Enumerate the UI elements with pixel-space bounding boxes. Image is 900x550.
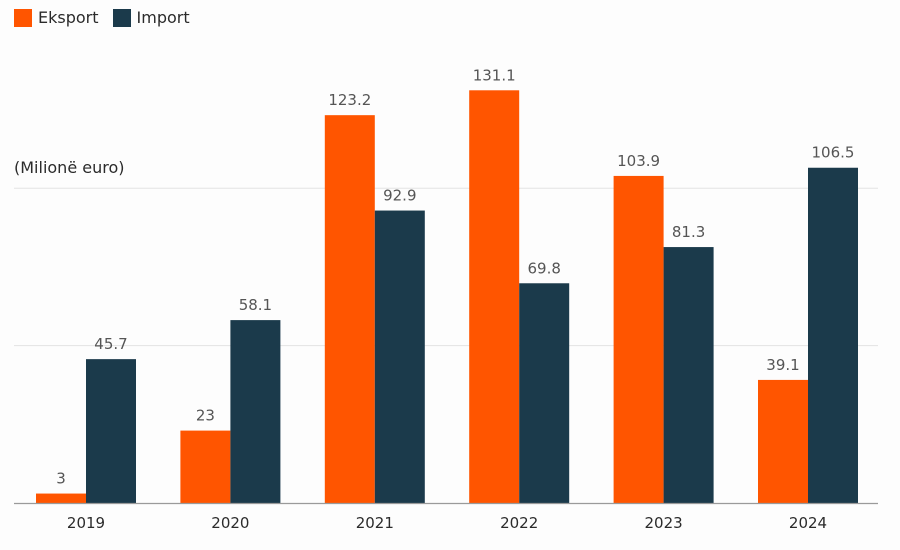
bar-import-2020 bbox=[230, 320, 281, 503]
bar-eksport-2024 bbox=[758, 379, 808, 503]
bar-import-2024 bbox=[808, 167, 858, 503]
bar-import-2019 bbox=[86, 359, 136, 503]
data-label-import-2019: 45.7 bbox=[94, 335, 127, 353]
legend-item-import: Import bbox=[112, 8, 190, 27]
bar-import-2022 bbox=[519, 283, 570, 503]
legend-label-import: Import bbox=[136, 8, 190, 27]
bar-import-2023 bbox=[663, 247, 714, 503]
legend: Eksport Import bbox=[14, 8, 204, 27]
x-tick-label-2023: 2023 bbox=[645, 514, 683, 532]
x-tick-label-2021: 2021 bbox=[356, 514, 394, 532]
data-label-eksport-2021: 123.2 bbox=[328, 91, 371, 109]
data-label-eksport-2019: 3 bbox=[56, 470, 66, 488]
data-label-eksport-2023: 103.9 bbox=[617, 152, 660, 170]
data-label-import-2024: 106.5 bbox=[812, 144, 855, 162]
x-tick-label-2019: 2019 bbox=[67, 514, 105, 532]
x-tick-label-2024: 2024 bbox=[789, 514, 827, 532]
data-label-import-2021: 92.9 bbox=[383, 187, 416, 205]
unit-label: (Milionë euro) bbox=[14, 158, 125, 177]
data-label-eksport-2024: 39.1 bbox=[766, 356, 799, 374]
bar-eksport-2021 bbox=[324, 115, 375, 504]
x-tick-label-2022: 2022 bbox=[500, 514, 538, 532]
data-label-eksport-2020: 23 bbox=[196, 407, 215, 425]
legend-swatch-eksport bbox=[14, 8, 32, 27]
legend-swatch-import bbox=[112, 8, 131, 27]
bar-eksport-2019 bbox=[36, 493, 86, 503]
legend-item-eksport: Eksport bbox=[14, 8, 99, 27]
data-label-import-2020: 58.1 bbox=[239, 296, 272, 314]
data-label-import-2023: 81.3 bbox=[672, 223, 705, 241]
bar-eksport-2023 bbox=[613, 175, 664, 504]
bar-import-2021 bbox=[374, 210, 425, 504]
bar-eksport-2020 bbox=[180, 430, 231, 503]
x-tick-label-2020: 2020 bbox=[211, 514, 249, 532]
bar-eksport-2022 bbox=[469, 90, 520, 503]
data-label-import-2022: 69.8 bbox=[527, 259, 560, 277]
legend-label-eksport: Eksport bbox=[38, 8, 99, 27]
data-label-eksport-2022: 131.1 bbox=[473, 66, 516, 84]
